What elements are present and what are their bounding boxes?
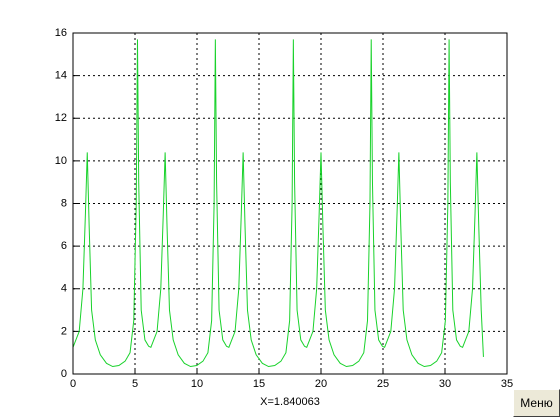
data-line <box>72 39 484 368</box>
x-tick-label: 30 <box>439 378 451 390</box>
menu-button[interactable]: Меню <box>513 389 560 417</box>
y-tick-label: 4 <box>61 283 67 295</box>
y-tick-label: 16 <box>55 27 67 39</box>
axes-box <box>72 32 508 375</box>
x-axis-label: X=1.840063 <box>260 396 320 408</box>
y-tick-label: 2 <box>61 325 67 337</box>
y-tick-label: 14 <box>55 70 67 82</box>
y-tick-label: 10 <box>55 155 67 167</box>
x-tick-label: 0 <box>70 378 76 390</box>
x-tick-label: 25 <box>377 378 389 390</box>
x-tick-label: 10 <box>191 378 203 390</box>
x-tick-label: 15 <box>253 378 265 390</box>
x-tick-label: 20 <box>315 378 327 390</box>
y-tick-label: 0 <box>61 368 67 380</box>
x-tick-label: 5 <box>132 378 138 390</box>
y-tick-label: 8 <box>61 197 67 209</box>
y-tick-label: 6 <box>61 240 67 252</box>
y-tick-label: 12 <box>55 112 67 124</box>
x-tick-label: 35 <box>501 378 513 390</box>
